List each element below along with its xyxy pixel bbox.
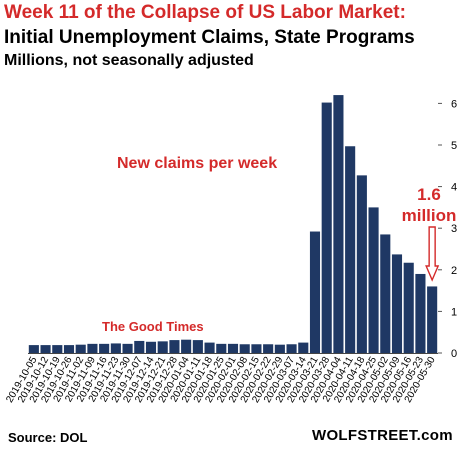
bar <box>75 344 86 353</box>
chart-title: Week 11 of the Collapse of US Labor Mark… <box>4 2 406 23</box>
bar <box>391 254 403 353</box>
bar <box>298 342 309 353</box>
bar <box>415 273 426 353</box>
chart-subtitle: Initial Unemployment Claims, State Progr… <box>4 27 415 48</box>
bar <box>286 344 297 353</box>
y-tick-label: 3 <box>451 223 457 235</box>
bar <box>274 344 285 353</box>
bar <box>157 341 168 353</box>
annotation-latest-value: 1.6 <box>417 185 441 204</box>
y-tick-label: 2 <box>451 265 457 277</box>
y-tick-label: 1 <box>451 306 457 318</box>
bar <box>192 340 203 353</box>
bar <box>239 344 250 353</box>
bar <box>251 344 262 353</box>
bar <box>321 102 332 353</box>
bar <box>169 340 180 353</box>
bar <box>345 146 356 353</box>
bar <box>28 345 39 353</box>
bar <box>427 286 438 353</box>
bar <box>263 344 274 353</box>
source-note: Source: DOL <box>8 430 88 445</box>
bar <box>110 343 121 353</box>
bar <box>122 343 133 353</box>
y-tick-label: 4 <box>451 182 457 194</box>
bar <box>216 343 227 353</box>
y-tick-label: 0 <box>451 348 457 360</box>
annotation-new-claims: New claims per week <box>117 155 277 172</box>
down-arrow-icon <box>425 226 440 282</box>
y-tick-label: 6 <box>451 98 457 110</box>
annotation-latest-unit: million <box>402 206 457 225</box>
bar <box>87 343 98 353</box>
brand-logo-text: WOLFSTREET.com <box>312 427 453 444</box>
bar <box>40 345 51 353</box>
bar <box>368 207 379 353</box>
bar <box>52 345 63 353</box>
bar <box>227 343 239 353</box>
bar <box>63 345 75 353</box>
bar <box>181 339 192 353</box>
bar <box>333 95 344 353</box>
y-tick-label: 5 <box>451 140 457 152</box>
bar <box>403 262 414 353</box>
bar <box>134 340 145 353</box>
bar <box>309 231 321 353</box>
bar <box>204 342 215 353</box>
bar <box>145 341 157 353</box>
bar <box>380 234 391 353</box>
annotation-good-times: The Good Times <box>102 319 204 334</box>
bar <box>99 343 110 353</box>
bar <box>356 175 367 353</box>
chart-units: Millions, not seasonally adjusted <box>4 52 254 69</box>
